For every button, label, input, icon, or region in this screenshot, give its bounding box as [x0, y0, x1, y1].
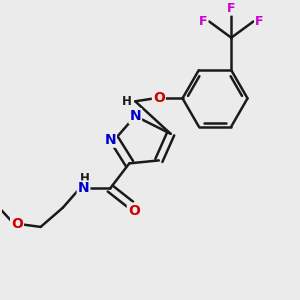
Text: F: F: [255, 15, 264, 28]
Text: H: H: [122, 95, 131, 108]
Text: N: N: [129, 109, 141, 123]
Text: O: O: [153, 92, 165, 105]
Text: N: N: [78, 182, 89, 196]
Text: H: H: [80, 172, 90, 184]
Text: F: F: [227, 2, 236, 15]
Text: O: O: [128, 204, 140, 218]
Text: O: O: [11, 217, 23, 231]
Text: F: F: [199, 15, 207, 28]
Text: N: N: [104, 133, 116, 147]
